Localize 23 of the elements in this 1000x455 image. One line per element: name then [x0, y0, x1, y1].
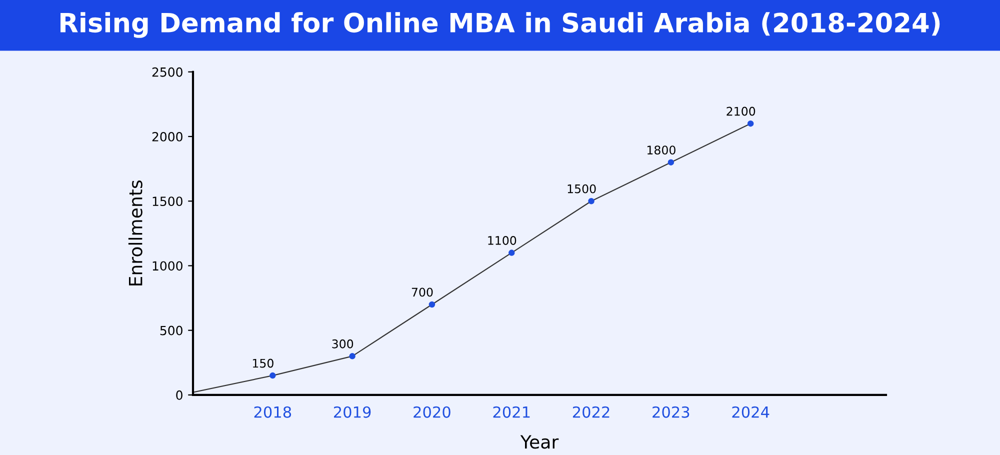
data-label: 700 [412, 288, 433, 297]
x-tick-label: 2020 [414, 406, 450, 418]
data-label: 1100 [488, 236, 516, 245]
y-tick-label: 2500 [152, 67, 182, 77]
y-tick-label: 1000 [152, 261, 182, 271]
data-label: 1500 [568, 184, 596, 194]
chart-title: Rising Demand for Online MBA in Saudi Arabia (2018-2024) [60, 12, 940, 38]
x-tick-label: 2022 [572, 406, 610, 418]
x-tick-label: 2023 [652, 406, 690, 418]
data-label: 300 [332, 339, 354, 348]
x-tick-label: 2021 [493, 406, 530, 418]
x-tick-label: 2024 [732, 406, 770, 418]
y-tick-label: 0 [176, 390, 182, 400]
data-label: 1800 [647, 146, 676, 154]
data-label: 2100 [726, 106, 756, 116]
y-axis-title: Enrollments [128, 180, 142, 286]
y-tick-label: 500 [160, 326, 182, 336]
y-tick-label: 1500 [152, 196, 182, 206]
x-axis-title: Year [520, 435, 559, 449]
x-tick-label: 2018 [254, 406, 292, 418]
x-tick-label: 2019 [334, 406, 371, 418]
data-label: 150 [252, 358, 274, 368]
y-tick-label: 2000 [152, 132, 182, 142]
